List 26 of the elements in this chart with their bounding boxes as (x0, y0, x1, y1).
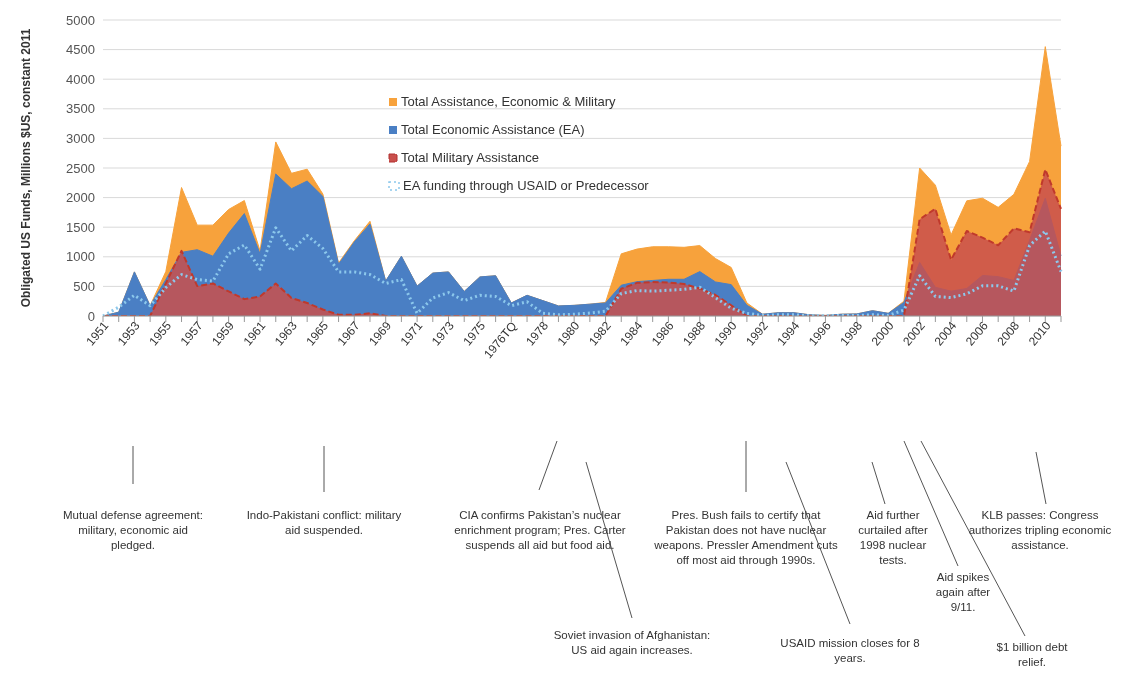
y-axis-title: Obligated US Funds, Millions $US, constant 2011 (19, 28, 34, 308)
legend-label: Total Assistance, Economic & Military (401, 93, 616, 111)
text: Indo-Pakistani conflict: military aid suspended. (245, 508, 403, 538)
legend-label: Total Military Assistance (401, 149, 539, 167)
text: Mutual defense agreement: military, economic aid pledged. (62, 508, 204, 553)
y-tick-label: 5000 (66, 12, 95, 28)
text: Pres. Bush fails to certify that Pakistan does not have nuclear weapons. Pressler Amendment cuts off most aid through 1990s. (653, 508, 839, 568)
y-tick-label: 1500 (66, 219, 95, 235)
text: USAID mission closes for 8 years. (779, 636, 921, 666)
legend-label: EA funding through USAID or Predecessor (403, 177, 649, 195)
y-tick-label: 2000 (66, 190, 95, 206)
text: CIA confirms Pakistan’s nuclear enrichment program; Pres. Carter suspends all aid but food aid. (453, 508, 627, 553)
y-tick-label: 4500 (66, 42, 95, 58)
y-tick-label: 500 (73, 279, 95, 295)
text: $1 billion debt relief. (995, 640, 1069, 670)
text: Aid spikes again after 9/11. (934, 570, 992, 615)
y-tick-label: 1000 (66, 249, 95, 265)
legend-label: Total Economic Assistance (EA) (401, 121, 585, 139)
text: Aid further curtailed after 1998 nuclear tests. (857, 508, 929, 568)
y-tick-label: 4000 (66, 71, 95, 87)
y-tick-label: 0 (87, 308, 95, 324)
y-tick-label: 3500 (66, 101, 95, 117)
y-tick-label: 3000 (66, 131, 95, 147)
text: KLB passes: Congress authorizes tripling economic assistance. (967, 508, 1113, 553)
y-tick-label: 2500 (66, 160, 95, 176)
text: Soviet invasion of Afghanistan: US aid again increases. (552, 628, 712, 658)
